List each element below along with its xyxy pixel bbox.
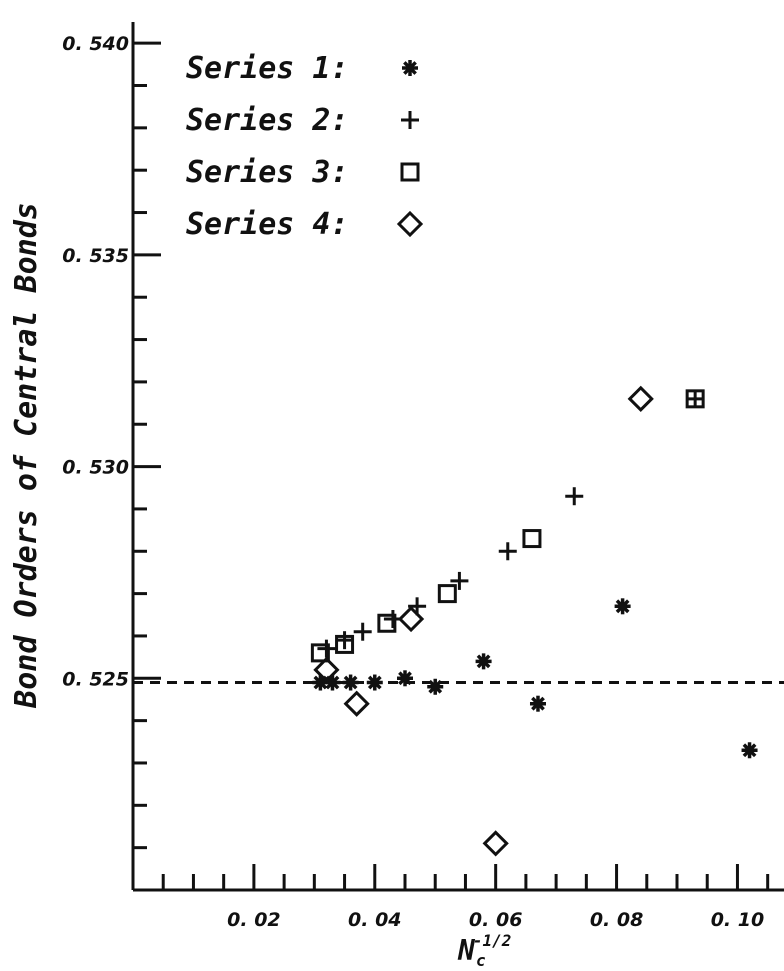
data-point-series-4 [627, 385, 654, 412]
data-point-series-2 [317, 639, 336, 658]
x-axis-title-sup: -1/2 [473, 931, 512, 950]
data-point-series-1 [342, 674, 359, 691]
data-point-series-1 [529, 695, 546, 712]
square-shape [400, 162, 420, 182]
y-axis-title: Bond Orders of Central Bonds [9, 202, 44, 709]
y-tick-label: 0. 530 [62, 457, 129, 479]
x-tick-label: 0. 04 [348, 909, 402, 931]
data-point-series-3 [377, 613, 397, 633]
data-point-series-1 [614, 598, 631, 615]
series-4 [313, 385, 654, 857]
legend-marker [400, 162, 420, 182]
square-shape [685, 389, 705, 409]
legend: Series 1: Series 2: Series 3: Series 4: [186, 51, 424, 242]
y-tick-label: 0. 540 [62, 33, 129, 55]
square-shape [437, 584, 457, 604]
square-shape [335, 634, 355, 654]
legend-marker [402, 60, 418, 76]
asterisk-core [316, 678, 325, 687]
data-point-series-2 [335, 631, 354, 650]
diamond-shape [482, 830, 509, 857]
asterisk-core [406, 64, 414, 72]
diamond-shape [396, 210, 424, 238]
asterisk-core [533, 699, 542, 708]
x-axis-title: N-1/2 [457, 931, 511, 967]
x-axis-title-main: N [457, 934, 476, 967]
square-shape [377, 613, 397, 633]
data-point-series-4 [313, 656, 340, 683]
data-point-series-2 [686, 389, 705, 408]
data-point-series-1 [324, 674, 341, 691]
data-point-series-2 [450, 571, 469, 590]
square-shape [522, 529, 542, 549]
diamond-shape [313, 656, 340, 683]
legend-label: Series 4: [186, 207, 349, 242]
x-tick-label: 0. 06 [469, 909, 523, 931]
asterisk-core [328, 678, 337, 687]
legend-marker [396, 210, 424, 238]
asterisk-core [370, 678, 379, 687]
data-point-series-1 [366, 674, 383, 691]
axes [131, 22, 784, 892]
data-point-series-3 [522, 529, 542, 549]
data-point-series-1 [475, 653, 492, 670]
diamond-shape [627, 385, 654, 412]
series-1 [312, 598, 758, 759]
diamond-shape [343, 690, 370, 717]
square-shape [310, 643, 330, 663]
legend-label: Series 2: [186, 103, 349, 138]
asterisk-core [618, 602, 627, 611]
legend-label: Series 3: [186, 155, 349, 190]
legend-label: Series 1: [186, 51, 349, 86]
data-point-series-3 [335, 634, 355, 654]
diamond-shape [397, 605, 425, 633]
data-point-series-1 [427, 678, 444, 695]
asterisk-core [479, 657, 488, 666]
data-point-series-2 [353, 622, 372, 641]
x-tick-label: 0. 10 [711, 909, 765, 931]
series-2 [317, 389, 705, 658]
series-3 [310, 389, 705, 663]
data-point-series-4 [397, 605, 425, 633]
data-point-series-2 [565, 487, 584, 506]
x-tick-label: 0. 02 [227, 909, 281, 931]
legend-marker [401, 111, 419, 129]
data-point-series-4 [482, 830, 509, 857]
data-point-series-3 [685, 389, 705, 409]
data-point-series-4 [343, 690, 370, 717]
asterisk-core [745, 746, 754, 755]
data-point-series-3 [310, 643, 330, 663]
x-axis-title-sub: c [476, 951, 486, 970]
data-point-series-1 [741, 742, 758, 759]
y-tick-label: 0. 535 [62, 245, 129, 267]
y-tick-label: 0. 525 [62, 668, 129, 690]
data-point-series-2 [498, 542, 517, 561]
axis-ticks: 0. 525 0. 530 0. 535 0. 540 0. 02 0. 04 0. 06 0… [62, 33, 770, 931]
data-points [310, 385, 758, 857]
x-tick-label: 0. 08 [590, 909, 644, 931]
asterisk-core [401, 674, 410, 683]
asterisk-core [431, 682, 440, 691]
asterisk-core [346, 678, 355, 687]
data-point-series-3 [437, 584, 457, 604]
data-point-series-1 [397, 670, 414, 687]
